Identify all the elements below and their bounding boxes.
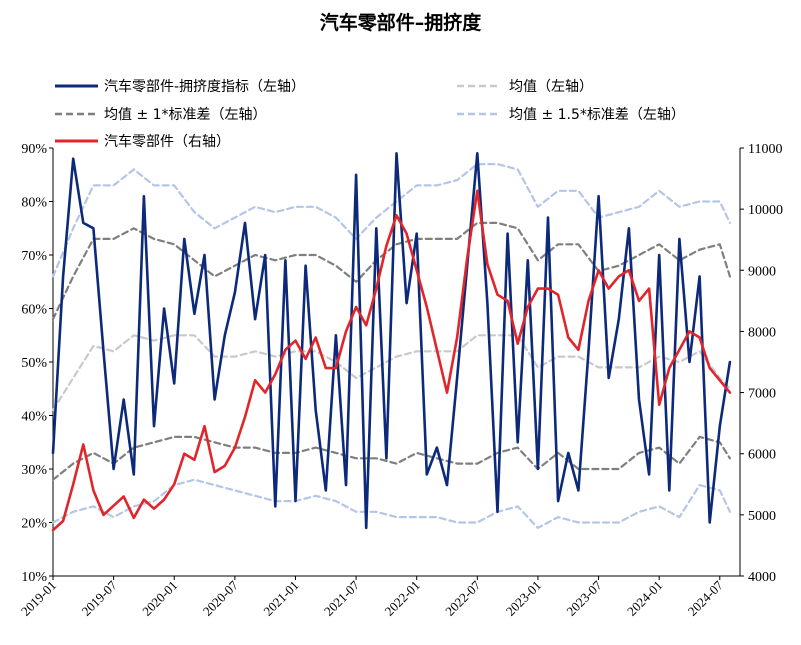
right-tick-label: 8000 — [748, 325, 776, 340]
legend: 汽车零部件-拥挤度指标（左轴） 均值（左轴） 均值 ± 1*标准差（左轴） 均值… — [55, 78, 685, 150]
right-tick-label: 6000 — [748, 448, 776, 463]
series-line-band15_lower — [51, 478, 732, 530]
series-lines — [51, 152, 732, 532]
right-tick-label: 9000 — [748, 264, 776, 279]
x-tick-label: 2024-07 — [685, 577, 727, 619]
right-tick-label: 10000 — [748, 203, 783, 218]
left-tick-label: 10% — [21, 570, 47, 585]
x-tick-label: 2021-07 — [321, 577, 363, 619]
legend-label-mean: 均值（左轴） — [509, 79, 593, 95]
left-tick-label: 50% — [21, 356, 47, 371]
series-line-mean — [51, 334, 732, 412]
right-tick-label: 11000 — [748, 142, 782, 157]
legend-label-crowding: 汽车零部件-拥挤度指标（左轴） — [104, 78, 305, 95]
x-tick-label: 2023-07 — [563, 577, 605, 619]
left-tick-label: 30% — [21, 463, 47, 478]
series-line-crowding — [51, 152, 732, 530]
left-tick-label: 60% — [21, 303, 47, 318]
x-tick-label: 2020-01 — [139, 578, 180, 619]
left-tick-label: 40% — [21, 410, 47, 425]
legend-label-index: 汽车零部件（右轴） — [104, 133, 230, 150]
right-tick-label: 5000 — [748, 509, 776, 524]
legend-label-band15: 均值 ± 1.5*标准差（左轴） — [509, 107, 685, 123]
series-line-band15_upper — [51, 163, 732, 278]
chart-title: 汽车零部件–拥挤度 — [319, 12, 482, 34]
x-tick-label: 2020-07 — [200, 577, 242, 619]
x-tick-label: 2023-01 — [503, 578, 544, 619]
x-tick-label: 2022-01 — [382, 578, 423, 619]
left-tick-label: 20% — [21, 517, 47, 532]
x-tick-label: 2024-01 — [624, 578, 665, 619]
x-tick-label: 2019-07 — [78, 577, 120, 619]
series-line-index — [51, 189, 732, 532]
x-tick-label: 2021-01 — [260, 578, 301, 619]
series-line-band1_lower — [51, 435, 732, 481]
legend-label-band1: 均值 ± 1*标准差（左轴） — [104, 107, 267, 123]
right-tick-label: 7000 — [748, 387, 776, 402]
right-tick-label: 4000 — [748, 570, 776, 585]
x-tick-label: 2022-07 — [442, 577, 484, 619]
left-tick-label: 80% — [21, 196, 47, 211]
left-tick-label: 70% — [21, 249, 47, 264]
left-tick-label: 90% — [21, 142, 47, 157]
